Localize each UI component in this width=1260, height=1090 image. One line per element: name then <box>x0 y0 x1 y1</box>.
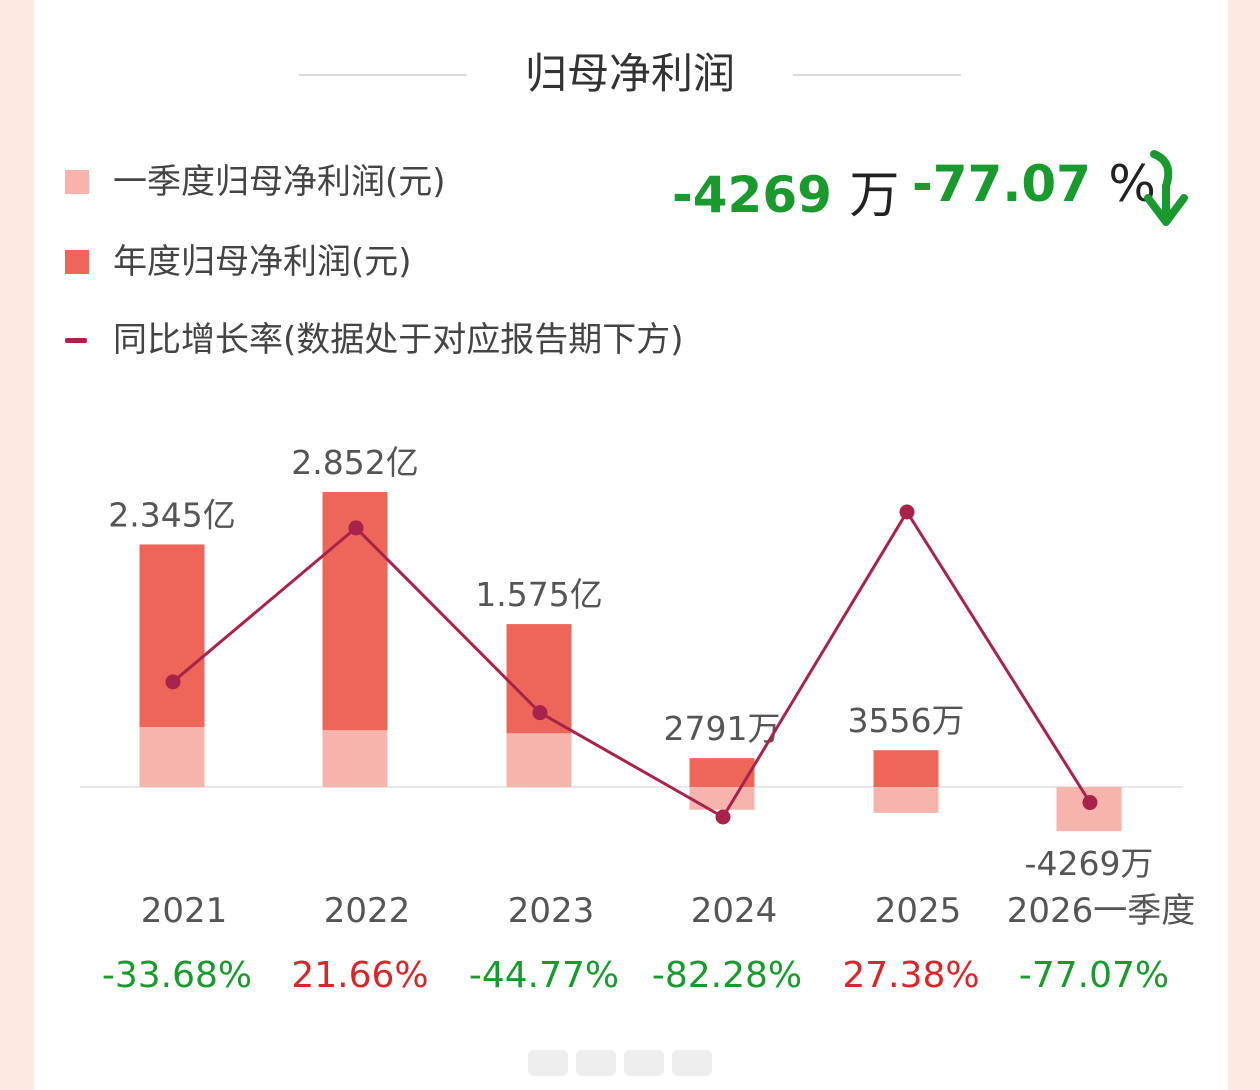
headline-value: -4269 万 <box>672 155 899 224</box>
growth-point <box>715 809 731 825</box>
title-line-right <box>793 74 961 76</box>
quarter-bar <box>139 727 205 787</box>
growth-point <box>165 674 181 690</box>
growth-point <box>899 504 915 520</box>
growth-label: -77.07% <box>1019 955 1169 996</box>
growth-point <box>532 705 548 721</box>
legend-quarter-label: 一季度归母净利润(元) <box>113 162 446 202</box>
growth-label: -33.68% <box>102 955 252 996</box>
growth-point <box>348 520 364 536</box>
growth-line <box>172 509 1092 820</box>
legend-annual-label: 年度归母净利润(元) <box>113 242 412 282</box>
legend-growth-dash <box>65 338 87 343</box>
value-label: 2.345亿 <box>108 495 235 534</box>
quarter-bar <box>873 787 939 813</box>
category-label: 2026一季度 <box>1007 891 1196 931</box>
quarter-bar <box>689 787 755 810</box>
category-label: 2025 <box>875 891 962 931</box>
category-label: 2021 <box>141 891 228 931</box>
headline-value-unit: 万 <box>849 166 900 224</box>
growth-point <box>1082 795 1098 811</box>
growth-label: 27.38% <box>842 955 979 996</box>
value-label: 1.575亿 <box>475 575 602 614</box>
category-label: 2024 <box>691 891 778 931</box>
title-line-left <box>299 74 467 76</box>
legend-quarter-swatch <box>65 170 89 194</box>
headline-value-number: -4269 <box>672 166 832 224</box>
growth-label: 21.66% <box>291 955 428 996</box>
category-label: 2023 <box>508 891 595 931</box>
headline-pct-number: -77.07 <box>912 155 1091 213</box>
value-label: -4269万 <box>1025 844 1154 883</box>
category-label: 2022 <box>324 891 411 931</box>
page-indicator-dot <box>528 1050 568 1076</box>
value-label: 2791万 <box>664 709 781 748</box>
value-label: 2.852亿 <box>291 443 418 482</box>
quarter-bar <box>506 733 572 787</box>
headline-pct: -77.07 % <box>912 155 1156 220</box>
legend-annual-swatch <box>65 250 89 274</box>
page-indicator-dot <box>624 1050 664 1076</box>
page-indicator-dot <box>576 1050 616 1076</box>
chart-card <box>34 0 1228 1090</box>
legend-growth-label: 同比增长率(数据处于对应报告期下方) <box>113 320 684 360</box>
annual-bar <box>873 750 939 787</box>
value-label: 3556万 <box>848 701 965 740</box>
quarter-bar <box>322 730 388 787</box>
page-indicator-dot <box>672 1050 712 1076</box>
down-arrow-icon <box>1144 150 1188 226</box>
chart-title: 归母净利润 <box>524 49 735 98</box>
growth-label: -44.77% <box>469 955 619 996</box>
growth-label: -82.28% <box>652 955 802 996</box>
